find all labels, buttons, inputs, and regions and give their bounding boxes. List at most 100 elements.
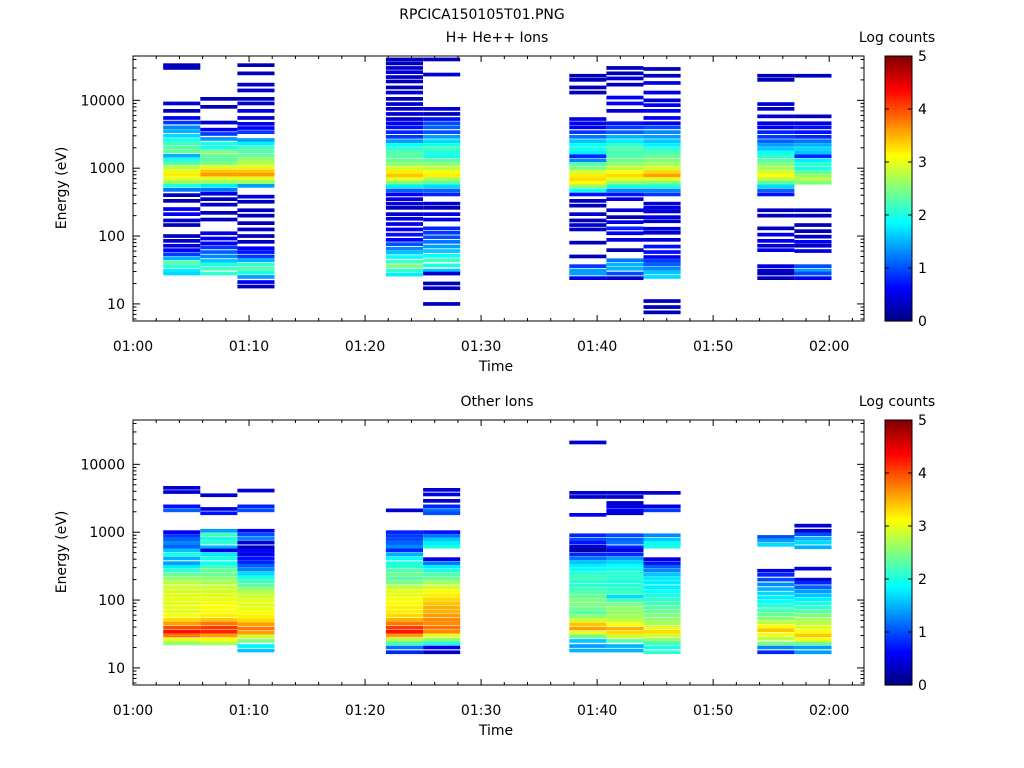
energy-bin [569,587,607,591]
energy-bin [794,532,832,537]
colorbar-swatch [885,106,912,110]
colorbar-swatch [885,491,912,495]
energy-bin [794,170,832,174]
energy-bin [163,172,201,177]
energy-bin [643,177,681,181]
energy-bin [237,536,275,541]
energy-bin [569,639,607,643]
energy-bin [606,184,644,189]
energy-bin [757,184,795,189]
energy-bin [643,121,681,126]
energy-bin [385,238,423,242]
energy-bin [794,150,832,155]
energy-bin [200,231,238,236]
energy-bin [794,177,832,181]
energy-bin [163,129,201,134]
energy-bin [757,616,795,621]
colorbar-tick-label: 4 [918,102,927,118]
energy-bin [237,571,275,576]
colorbar-swatch [885,658,912,662]
energy-bin [163,486,201,490]
colorbar-swatch [885,610,912,615]
energy-bin [643,238,681,242]
energy-bin [237,126,275,130]
colorbar: 0 1 2 3 4 5 [884,413,927,694]
energy-bin [237,169,275,174]
energy-bin [606,607,644,611]
energy-bin [200,236,238,241]
energy-bin [569,173,607,178]
colorbar-swatch [885,467,912,471]
energy-bin [200,191,238,196]
colorbar-swatch [885,151,912,155]
energy-bin [200,217,238,222]
colorbar-swatch [885,156,912,160]
energy-bin [569,540,607,545]
energy-bin [757,139,795,143]
energy-bin [643,192,681,197]
energy-bin [200,536,238,541]
energy-bin [606,130,644,134]
colorbar-swatch [885,597,912,601]
energy-bin [643,275,681,279]
energy-bin [163,134,201,138]
colorbar-swatch [885,443,912,448]
energy-bin [385,641,423,646]
energy-bin [606,266,644,271]
colorbar-swatch [885,61,912,65]
energy-bin [423,230,461,235]
energy-bin [757,154,795,159]
energy-bin [643,209,681,214]
energy-bin [794,593,832,597]
energy-bin [643,270,681,275]
energy-bin [200,589,238,593]
energy-bin [569,648,607,653]
energy-bin [163,597,201,601]
energy-bin [569,85,607,90]
energy-bin [757,239,795,243]
colorbar-swatch [885,473,912,477]
energy-bin [794,641,832,646]
energy-bin [643,206,681,210]
energy-bin [606,66,644,70]
energy-bin [385,143,423,147]
energy-bin [643,508,681,513]
colorbar-swatch [885,177,912,182]
x-axis: 01:00 01:10 01:20 01:30 01:40 01:50 02:00 [113,420,853,719]
x-tick-label: 01:20 [345,703,385,719]
energy-bin [200,618,238,622]
energy-bin [237,275,275,279]
energy-bin [569,603,607,607]
energy-bin [643,98,681,103]
energy-bin [237,607,275,611]
energy-bin [423,597,461,601]
energy-bin [237,552,275,557]
energy-bin [794,271,832,276]
colorbar-label: Log counts [859,30,935,46]
colorbar-swatch [885,544,912,548]
colorbar-swatch [885,446,912,450]
energy-bin [237,154,275,158]
energy-bin [794,585,832,589]
energy-bin [423,530,461,534]
energy-bin [163,212,201,216]
energy-bin [237,270,275,275]
energy-bin [237,82,275,87]
energy-bin [200,245,238,250]
energy-bin [163,641,201,646]
colorbar-swatch [885,196,912,200]
colorbar-swatch [885,533,912,538]
colorbar-swatch [885,77,912,81]
energy-bin [385,255,423,259]
energy-bin [794,229,832,233]
energy-bin [569,268,607,273]
energy-bin [757,632,795,637]
colorbar-swatch [885,430,912,434]
energy-bin [237,590,275,595]
energy-bin [423,641,461,646]
energy-bin [643,188,681,193]
colorbar-swatch [885,520,912,524]
colorbar: 0 1 2 3 4 5 [884,49,927,330]
energy-bin [606,101,644,106]
energy-bin [163,585,201,589]
